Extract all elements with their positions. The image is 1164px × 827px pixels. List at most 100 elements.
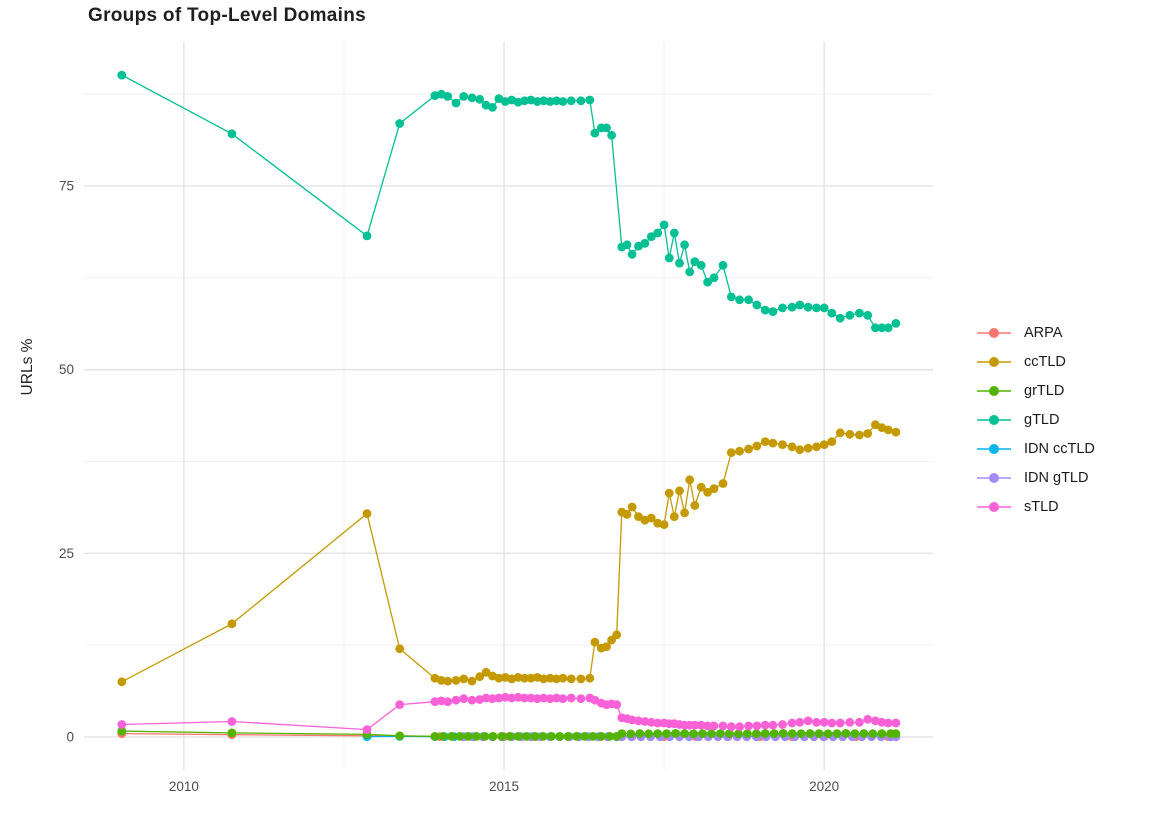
- data-point: [819, 303, 829, 313]
- legend: ARPA ccTLD grTLD gTLD IDN ccTLD IDN gTLD sTLD: [976, 318, 1095, 521]
- data-point: [883, 323, 893, 333]
- data-point: [703, 277, 712, 287]
- data-point: [726, 448, 736, 457]
- data-point: [769, 729, 779, 738]
- data-point: [868, 729, 878, 739]
- data-point: [787, 302, 797, 312]
- data-point: [718, 479, 728, 488]
- series-cctld: [117, 420, 901, 687]
- data-point: [709, 273, 719, 283]
- data-point: [475, 672, 485, 682]
- data-point: [585, 673, 595, 683]
- data-point: [488, 694, 497, 704]
- data-point: [768, 720, 778, 730]
- data-point: [552, 693, 561, 703]
- series-gtld: [117, 70, 901, 333]
- data-point: [735, 295, 744, 305]
- data-point: [532, 97, 542, 106]
- data-point: [734, 729, 743, 739]
- data-point: [716, 729, 725, 738]
- data-point: [576, 674, 586, 684]
- series-stld: [117, 692, 901, 734]
- data-point: [827, 718, 837, 728]
- data-point: [481, 667, 491, 677]
- data-point: [703, 487, 712, 497]
- data-point: [718, 260, 728, 270]
- data-point: [690, 501, 700, 510]
- data-point: [576, 96, 586, 106]
- data-point: [877, 323, 887, 333]
- data-point: [814, 729, 824, 738]
- data-point: [395, 731, 405, 741]
- data-point: [845, 429, 855, 439]
- data-point: [488, 732, 498, 741]
- data-point: [859, 729, 869, 738]
- data-point: [669, 228, 679, 238]
- data-point: [690, 720, 700, 730]
- data-point: [803, 302, 813, 312]
- data-point: [742, 729, 752, 738]
- data-point: [835, 718, 845, 728]
- legend-label: ARPA: [1024, 324, 1063, 341]
- data-point: [841, 729, 851, 738]
- legend-label: grTLD: [1024, 382, 1065, 399]
- data-point: [680, 508, 689, 518]
- y-tick-label: 75: [59, 178, 74, 193]
- chart-title: Groups of Top-Level Domains: [88, 5, 366, 26]
- data-point: [696, 720, 706, 730]
- data-point: [735, 722, 744, 732]
- data-point: [787, 718, 797, 728]
- data-point: [602, 642, 611, 651]
- data-point: [572, 732, 581, 741]
- data-point: [627, 715, 637, 725]
- data-point: [513, 673, 523, 682]
- data-point: [787, 729, 797, 738]
- data-point: [709, 484, 719, 493]
- data-point: [696, 482, 706, 492]
- data-point: [768, 307, 778, 316]
- data-point: [751, 729, 761, 739]
- data-point: [520, 693, 529, 703]
- data-point: [472, 732, 481, 741]
- data-point: [558, 97, 568, 106]
- legend-label: IDN gTLD: [1024, 469, 1089, 486]
- data-point: [891, 718, 901, 728]
- data-point: [787, 442, 797, 452]
- data-point: [605, 732, 615, 741]
- legend-key-icon: [976, 499, 1012, 515]
- data-point: [644, 729, 654, 739]
- data-point: [871, 323, 880, 333]
- data-point: [659, 220, 669, 230]
- data-point: [612, 630, 622, 640]
- data-point: [395, 700, 405, 709]
- data-point: [538, 732, 548, 741]
- legend-item-grtld: grTLD: [976, 376, 1095, 405]
- data-point: [563, 732, 573, 741]
- data-point: [622, 240, 632, 250]
- data-point: [362, 725, 372, 734]
- data-point: [558, 694, 568, 704]
- y-tick-label: 50: [59, 362, 74, 377]
- legend-item-gtld: gTLD: [976, 405, 1095, 434]
- data-point: [664, 253, 674, 263]
- data-point: [803, 716, 813, 726]
- data-point: [735, 446, 744, 456]
- data-point: [475, 94, 485, 104]
- data-point: [438, 732, 448, 741]
- data-point: [447, 732, 456, 741]
- data-point: [585, 95, 595, 105]
- data-point: [522, 732, 531, 741]
- series-grtld: [117, 726, 901, 741]
- data-point: [795, 717, 805, 727]
- data-point: [752, 441, 762, 451]
- data-point: [451, 676, 461, 685]
- data-point: [689, 729, 698, 739]
- x-tick-label: 2015: [489, 779, 519, 794]
- data-point: [696, 260, 706, 270]
- series-line: [121, 74, 897, 329]
- data-point: [607, 130, 616, 140]
- data-point: [855, 717, 864, 727]
- data-point: [744, 444, 753, 454]
- data-point: [576, 694, 586, 704]
